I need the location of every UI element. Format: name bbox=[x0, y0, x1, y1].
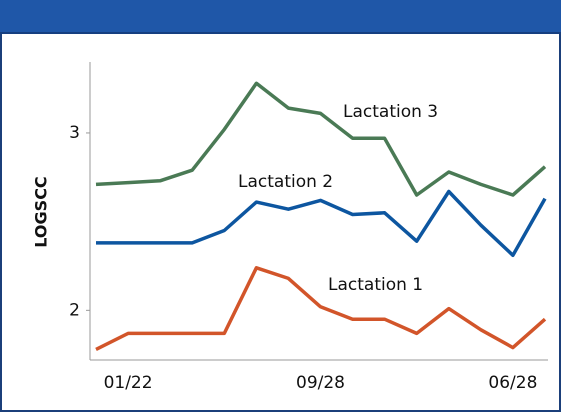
y-tick-label: 3 bbox=[69, 123, 80, 143]
series-line bbox=[95, 81, 547, 197]
series-line bbox=[95, 266, 547, 351]
series-label: Lactation 1 bbox=[328, 275, 423, 295]
header-bar bbox=[0, 0, 561, 34]
x-tick-label: 09/28 bbox=[296, 373, 345, 393]
series-line bbox=[96, 189, 547, 258]
y-tick-label: 2 bbox=[69, 300, 80, 320]
x-tick-label: 06/28 bbox=[488, 373, 537, 393]
y-axis-label: LOGSCC bbox=[32, 176, 51, 247]
series-label: Lactation 2 bbox=[238, 172, 333, 192]
series-label: Lactation 3 bbox=[343, 102, 438, 122]
x-tick-label: 01/22 bbox=[104, 373, 153, 393]
